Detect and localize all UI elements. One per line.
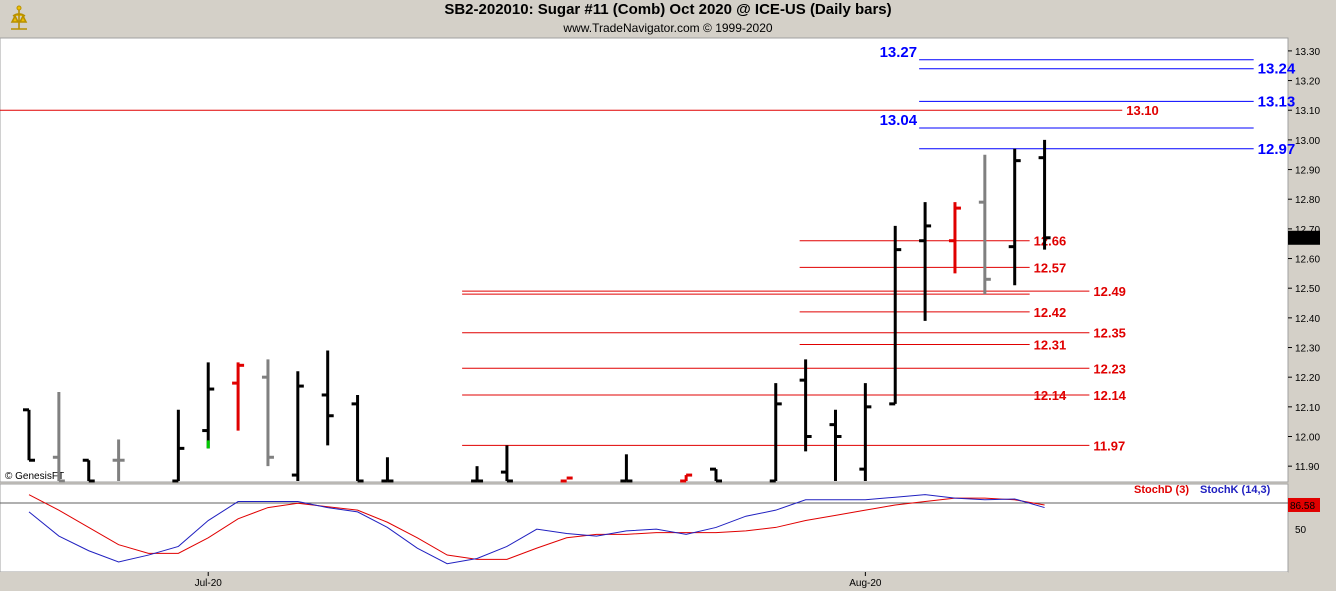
ohlc-bar bbox=[919, 202, 932, 321]
y-tick-label: 12.90 bbox=[1295, 166, 1320, 177]
ohlc-bar bbox=[500, 445, 513, 483]
last-price-box bbox=[1288, 230, 1320, 245]
ohlc-bar bbox=[351, 394, 364, 483]
date-x-axis: Jul-20 Aug-20 bbox=[195, 572, 882, 589]
last-price-label: 12.67 bbox=[1291, 234, 1316, 245]
stoch-y-tick-label: 50 bbox=[1295, 525, 1307, 536]
ohlc-bar bbox=[829, 409, 842, 481]
stoch-legend: StochD (3) StochK (14,3) bbox=[1134, 484, 1271, 496]
ohlc-bar bbox=[112, 439, 125, 481]
y-tick-label: 12.20 bbox=[1295, 373, 1320, 384]
level-label: 12.66 bbox=[1034, 234, 1067, 249]
ohlc-bar bbox=[172, 409, 185, 483]
y-tick-label: 12.80 bbox=[1295, 195, 1320, 206]
ohlc-bar bbox=[710, 467, 723, 483]
level-label: 13.04 bbox=[880, 112, 918, 129]
price-level-lines: 13.27 13.24 13.13 13.04 12.97 13.10 12.66 12.57… bbox=[0, 44, 1296, 453]
y-tick-label: 13.00 bbox=[1295, 136, 1320, 147]
level-label: 11.97 bbox=[1093, 438, 1125, 453]
level-label: 13.27 bbox=[880, 44, 918, 61]
stoch-series-line bbox=[28, 494, 1045, 565]
x-tick-label: Jul-20 bbox=[195, 578, 223, 589]
y-tick-label: 12.50 bbox=[1295, 284, 1320, 295]
price-panel bbox=[0, 37, 1289, 483]
y-tick-label: 12.60 bbox=[1295, 255, 1320, 266]
level-label: 12.23 bbox=[1093, 361, 1126, 376]
y-tick-label: 12.10 bbox=[1295, 403, 1320, 414]
level-label: 12.97 bbox=[1258, 141, 1296, 158]
ohlc-bar bbox=[471, 466, 484, 483]
stoch-series-line bbox=[28, 494, 1045, 560]
genesis-watermark: © GenesisFT bbox=[5, 471, 64, 482]
ohlc-bar bbox=[202, 362, 215, 449]
level-label: 13.13 bbox=[1258, 93, 1296, 110]
chart-title: SB2-202010: Sugar #11 (Comb) Oct 2020 @ … bbox=[444, 1, 892, 18]
y-tick-label: 12.40 bbox=[1295, 314, 1320, 325]
y-tick-label: 13.20 bbox=[1295, 77, 1320, 88]
y-tick-label: 13.30 bbox=[1295, 47, 1320, 58]
stoch-last-box bbox=[1288, 497, 1320, 512]
level-label: 12.42 bbox=[1034, 305, 1067, 320]
level-label: 13.10 bbox=[1126, 103, 1159, 118]
level-label: 12.57 bbox=[1034, 260, 1067, 275]
ohlc-bar bbox=[889, 225, 902, 406]
ohlc-bar bbox=[52, 392, 65, 483]
stoch-last-label: 86.58 bbox=[1290, 501, 1315, 512]
ohlc-bar bbox=[261, 359, 274, 467]
y-tick-label: 12.30 bbox=[1295, 344, 1320, 355]
level-label: 12.31 bbox=[1034, 338, 1067, 353]
ohlc-bar bbox=[321, 350, 334, 446]
stochastic-lines bbox=[28, 494, 1045, 565]
ohlc-bar bbox=[978, 154, 991, 295]
stoch-panel bbox=[0, 483, 1289, 573]
ohlc-bar bbox=[23, 408, 35, 462]
ohlc-bar bbox=[560, 476, 573, 483]
level-label: 12.49 bbox=[1093, 284, 1126, 299]
x-axis-band bbox=[0, 572, 1288, 591]
y-tick-label: 12.70 bbox=[1295, 225, 1320, 236]
stoch-legend-label: StochD (3) bbox=[1134, 484, 1189, 496]
price-y-axis: 11.90 12.00 12.10 12.20 12.30 12.40 12.50 12.60… bbox=[1288, 47, 1320, 473]
y-tick-label: 11.90 bbox=[1295, 462, 1320, 473]
level-label: 12.35 bbox=[1093, 326, 1126, 341]
ohlc-bar bbox=[799, 359, 812, 452]
ohlc-bar bbox=[82, 458, 95, 483]
ohlc-bar bbox=[859, 383, 872, 481]
ohlc-bar bbox=[769, 383, 782, 483]
x-tick-label: Aug-20 bbox=[849, 578, 882, 589]
trade-navigator-logo-icon bbox=[4, 4, 34, 34]
ohlc-bar bbox=[232, 362, 245, 431]
level-label: 13.24 bbox=[1258, 61, 1296, 78]
stoch-legend-label: StochK (14,3) bbox=[1200, 484, 1271, 496]
stoch-y-axis: 50 86.58 bbox=[1288, 497, 1320, 536]
ohlc-bar bbox=[620, 454, 633, 483]
ohlc-bar bbox=[1008, 148, 1021, 286]
chart-subtitle: www.TradeNavigator.com © 1999-2020 bbox=[563, 21, 773, 35]
ohlc-bar bbox=[381, 457, 394, 483]
level-label: 12.14 bbox=[1093, 388, 1126, 403]
ohlc-bar bbox=[291, 371, 304, 481]
ohlc-bars bbox=[23, 139, 1051, 483]
ohlc-bar bbox=[948, 202, 961, 274]
y-tick-label: 13.10 bbox=[1295, 106, 1320, 117]
ohlc-bar bbox=[1038, 139, 1051, 250]
y-tick-label: 12.00 bbox=[1295, 433, 1320, 444]
ohlc-bar bbox=[680, 473, 693, 483]
